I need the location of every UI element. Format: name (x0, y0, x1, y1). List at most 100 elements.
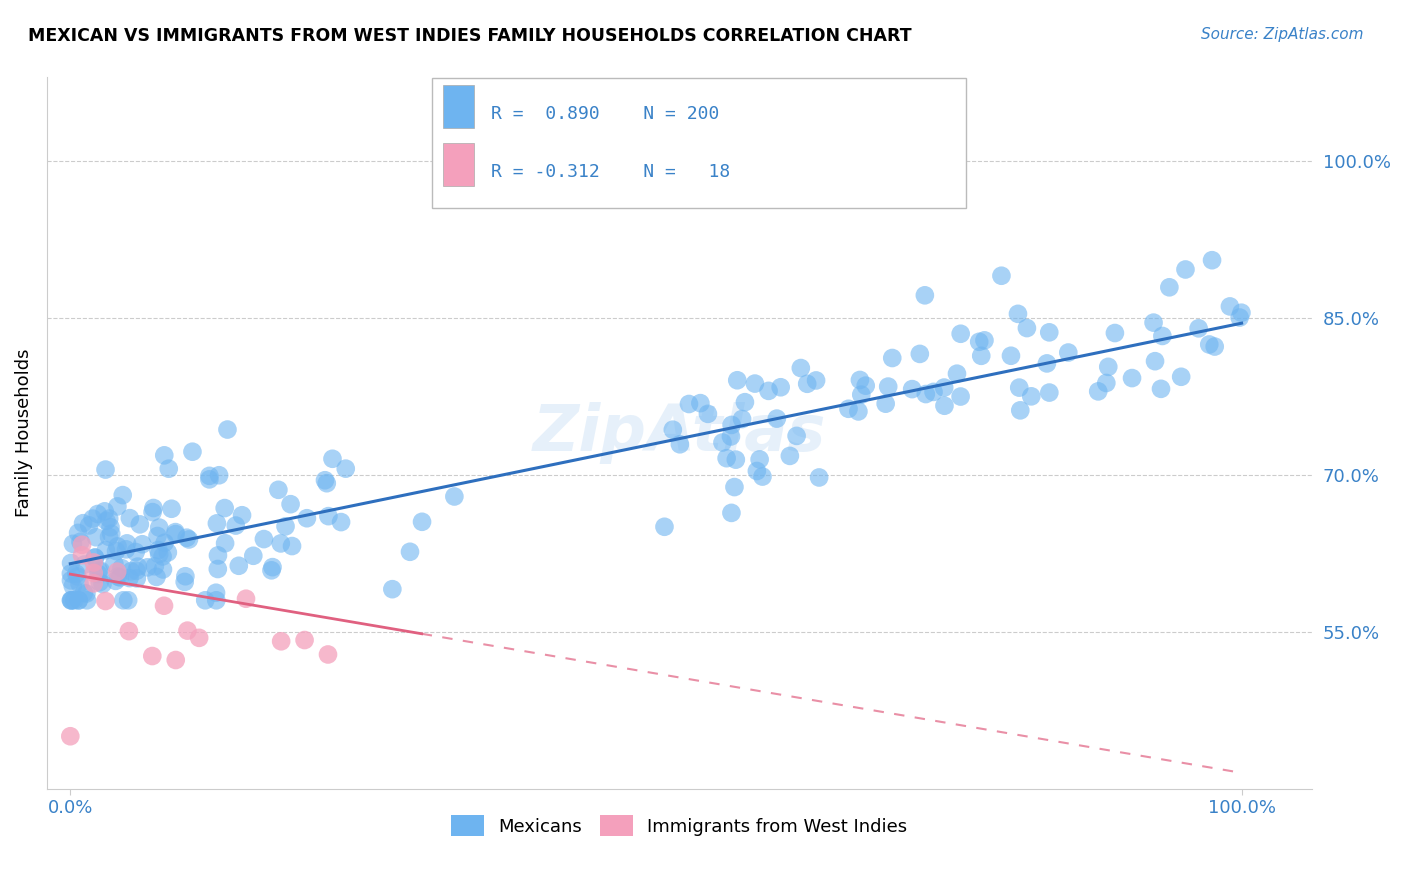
Point (723, 480, 745, 494)
Point (73, 586, 96, 600)
Point (87, 567, 110, 582)
Point (117, 593, 139, 607)
Point (94, 543, 117, 558)
Point (160, 501, 183, 516)
Point (316, 648, 339, 662)
Point (908, 347, 931, 361)
Point (107, 569, 129, 583)
Point (914, 288, 936, 302)
Point (70, 538, 93, 552)
Point (731, 412, 754, 426)
Point (207, 562, 229, 576)
Point (1121, 371, 1143, 385)
Point (96, 514, 118, 528)
Point (1097, 359, 1119, 374)
Point (66, 569, 89, 583)
Point (875, 397, 897, 411)
Point (75, 586, 97, 600)
Point (181, 444, 204, 458)
Point (214, 536, 236, 550)
Point (76, 593, 98, 607)
Point (73, 558, 96, 572)
Point (1104, 326, 1126, 340)
Point (142, 505, 165, 519)
Point (235, 591, 257, 606)
Point (124, 545, 146, 559)
Point (174, 569, 197, 583)
Point (253, 532, 276, 546)
Point (156, 545, 179, 559)
Point (851, 387, 873, 401)
Point (67, 525, 90, 540)
Point (295, 511, 318, 525)
Point (67, 593, 90, 607)
Point (165, 527, 187, 541)
Point (60, 593, 83, 607)
Point (318, 509, 340, 524)
Point (335, 461, 357, 475)
Point (136, 560, 159, 574)
Point (281, 539, 304, 553)
Point (922, 384, 945, 399)
Point (678, 397, 700, 411)
Point (751, 469, 773, 483)
Point (837, 401, 859, 416)
Point (205, 593, 228, 607)
Point (711, 435, 734, 450)
Point (1174, 262, 1197, 277)
Point (165, 653, 187, 667)
Point (63, 593, 86, 607)
Point (83, 556, 105, 570)
Point (315, 476, 337, 491)
Point (1019, 389, 1042, 403)
Point (141, 648, 163, 663)
Point (716, 451, 738, 466)
Point (1198, 337, 1220, 351)
Point (882, 351, 904, 365)
Point (267, 483, 290, 497)
Point (748, 452, 770, 467)
Point (654, 520, 676, 534)
Y-axis label: Family Households: Family Households (15, 349, 32, 517)
Point (108, 570, 131, 584)
Point (131, 537, 153, 551)
Point (262, 560, 284, 574)
Point (84, 550, 107, 565)
Point (100, 520, 122, 534)
Point (231, 508, 253, 523)
Point (87, 564, 110, 578)
Point (105, 565, 128, 579)
Point (177, 533, 200, 547)
Point (720, 429, 742, 443)
Point (115, 542, 138, 557)
Point (745, 464, 768, 478)
Text: MEXICAN VS IMMIGRANTS FROM WEST INDIES FAMILY HOUSEHOLDS CORRELATION CHART: MEXICAN VS IMMIGRANTS FROM WEST INDIES F… (28, 27, 911, 45)
Point (1008, 381, 1031, 395)
Point (69, 534, 91, 549)
Point (194, 593, 217, 607)
Point (176, 531, 198, 545)
Point (59, 566, 82, 581)
Point (970, 349, 993, 363)
Point (1142, 316, 1164, 330)
Point (720, 506, 742, 520)
Point (228, 558, 250, 573)
Point (914, 387, 936, 401)
Point (118, 511, 141, 525)
Point (83, 576, 105, 591)
Point (176, 624, 198, 638)
Point (82, 511, 104, 525)
Point (1007, 307, 1029, 321)
Point (62, 537, 84, 551)
Point (72, 516, 94, 531)
Point (152, 549, 174, 564)
Point (804, 373, 827, 387)
Point (110, 561, 132, 575)
Point (112, 593, 135, 607)
Point (1087, 384, 1109, 399)
Point (1152, 329, 1174, 343)
Point (188, 631, 211, 645)
Point (689, 396, 711, 410)
Point (1188, 321, 1211, 335)
Point (127, 559, 149, 574)
